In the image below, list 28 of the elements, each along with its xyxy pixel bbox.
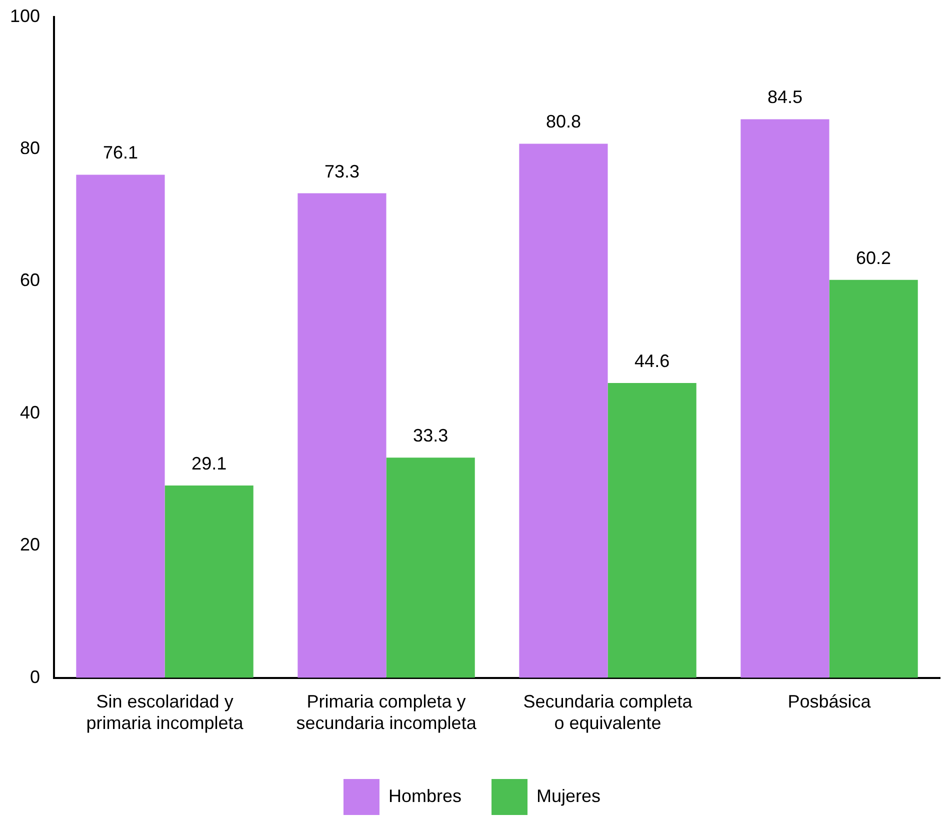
bar [740,119,830,678]
y-tick-label: 0 [30,666,40,687]
x-tick-label: Sin escolaridad y primaria incompleta [86,692,244,734]
y-tick-label: 60 [20,270,40,290]
legend-label: Hombres [388,786,462,806]
y-tick-label: 80 [20,138,40,158]
bar [164,485,254,678]
y-tick-label: 40 [20,402,40,422]
y-tick-label: 100 [10,6,40,26]
data-label: 80.8 [546,112,581,132]
bar [608,382,696,678]
bar [829,280,918,678]
bar [386,458,475,678]
y-tick-label: 20 [20,534,40,555]
data-label: 60.2 [856,248,892,268]
bar [76,174,165,678]
data-label: 84.5 [767,87,802,108]
data-label: 29.1 [192,453,227,474]
data-label: 73.3 [324,161,360,182]
x-tick-label: Secundaria completa o equivalente [523,692,694,734]
data-label: 44.6 [634,350,670,371]
bar [298,193,386,678]
x-tick-label: Posbásica [788,692,872,712]
data-label: 33.3 [413,426,448,446]
bar [519,144,608,678]
data-label: 76.1 [102,142,138,163]
legend-label: Mujeres [536,786,601,806]
x-tick-label: Primaria completa y secundaria incompleta [296,692,478,734]
